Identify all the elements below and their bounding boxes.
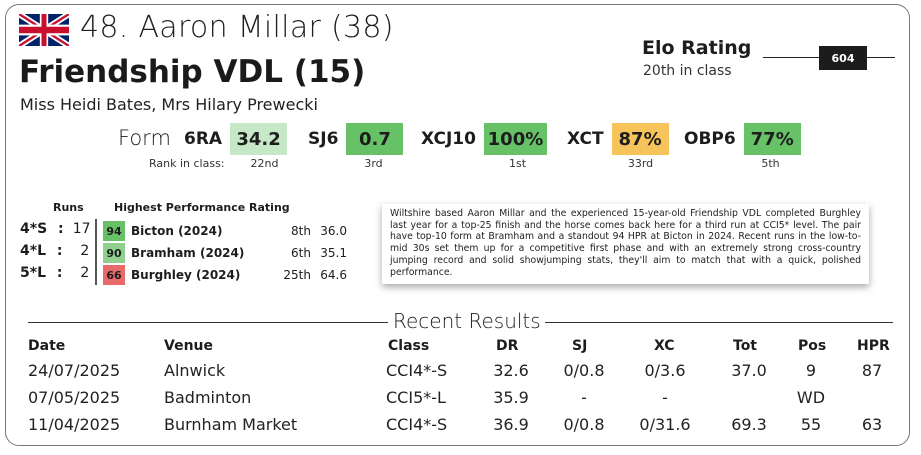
form-label: Form <box>118 126 171 150</box>
result-total: 69.3 <box>731 415 767 434</box>
result-venue: Burnham Market <box>164 415 298 434</box>
recent-results-rule-left <box>28 322 388 323</box>
hpr-position: 25th <box>283 268 311 282</box>
result-sj: 0/0.8 <box>563 361 605 380</box>
form-value: 77% <box>743 123 801 155</box>
result-total: 37.0 <box>731 361 767 380</box>
runs-divider <box>95 219 97 285</box>
col-header-venue: Venue <box>164 338 213 354</box>
hpr-event: Bicton (2024) <box>131 224 223 238</box>
runs-count: 2 <box>80 243 90 259</box>
runs-row: 4*S : 17 <box>20 221 91 237</box>
form-item-xct: XCT 87% <box>567 123 669 155</box>
rank-in-class-label: Rank in class: <box>149 157 225 170</box>
runs-sep: : <box>56 243 63 259</box>
result-venue: Badminton <box>164 388 252 407</box>
hpr-event: Burghley (2024) <box>131 268 241 282</box>
form-value: 100% <box>483 123 547 155</box>
result-class: CCI5*-L <box>386 388 446 407</box>
col-header-pos: Pos <box>798 338 827 354</box>
runs-sep: : <box>56 265 63 281</box>
result-position: WD <box>796 388 826 407</box>
runs-header: Runs <box>53 201 84 214</box>
result-xc: 0/3.6 <box>644 361 686 380</box>
col-header-sj: SJ <box>572 338 588 354</box>
col-header-tot: Tot <box>733 338 758 354</box>
form-rank: 22nd <box>250 157 279 170</box>
hpr-row: 66 Burghley (2024) 25th 64.6 <box>103 265 347 285</box>
recent-results-title: Recent Results <box>389 309 545 333</box>
runs-level: 5*L <box>20 265 46 281</box>
uk-flag-icon <box>19 14 69 46</box>
horse-summary-blurb: Wiltshire based Aaron Millar and the exp… <box>382 204 869 284</box>
result-hpr: 63 <box>861 415 883 434</box>
col-header-class: Class <box>388 338 430 354</box>
result-dr: 36.9 <box>493 415 529 434</box>
result-venue: Alnwick <box>164 361 226 380</box>
result-date: 24/07/2025 <box>28 361 121 380</box>
hpr-row: 90 Bramham (2024) 6th 35.1 <box>103 243 347 263</box>
form-rank: 1st <box>508 157 527 170</box>
hpr-position: 6th <box>291 246 311 260</box>
form-value: 87% <box>611 123 669 155</box>
elo-class-rank: 20th in class <box>643 63 732 79</box>
result-position: 55 <box>800 415 822 434</box>
runs-level: 4*S <box>20 221 48 237</box>
form-code: XCT <box>567 129 604 149</box>
runs-row: 4*L : 2 <box>20 243 89 259</box>
result-dr: 32.6 <box>493 361 529 380</box>
col-header-xc: XC <box>654 338 675 354</box>
hpr-score: 66 <box>103 265 125 285</box>
result-hpr: 87 <box>861 361 883 380</box>
form-rank: 3rd <box>364 157 383 170</box>
elo-title: Elo Rating <box>642 37 752 59</box>
result-class: CCI4*-S <box>386 361 448 380</box>
col-header-date: Date <box>28 338 66 354</box>
runs-count: 2 <box>80 265 90 281</box>
result-date: 11/04/2025 <box>28 415 121 434</box>
col-header-dr: DR <box>496 338 519 354</box>
elo-value-badge: 604 <box>819 46 867 70</box>
col-header-hpr: HPR <box>857 338 890 354</box>
form-value: 34.2 <box>230 123 288 155</box>
result-xc: - <box>662 388 668 407</box>
hpr-total: 35.1 <box>320 246 347 260</box>
result-sj: 0/0.8 <box>563 415 605 434</box>
hpr-event: Bramham (2024) <box>131 246 245 260</box>
owners: Miss Heidi Bates, Mrs Hilary Prewecki <box>20 95 318 114</box>
horse-name: Friendship VDL (15) <box>19 54 366 90</box>
recent-results-rule-right <box>538 322 893 323</box>
rider-name: 48. Aaron Millar (38) <box>80 10 394 45</box>
form-item-xcj10: XCJ10 100% <box>421 123 547 155</box>
form-item-sj6: SJ6 0.7 <box>308 123 404 155</box>
form-code: OBP6 <box>684 129 736 149</box>
runs-row: 5*L : 2 <box>20 265 89 281</box>
hpr-position: 8th <box>291 224 311 238</box>
hpr-header: Highest Performance Rating <box>114 201 290 214</box>
form-item-obp6: OBP6 77% <box>684 123 801 155</box>
form-rank: 33rd <box>627 157 654 170</box>
hpr-row: 94 Bicton (2024) 8th 36.0 <box>103 221 347 241</box>
result-xc: 0/31.6 <box>639 415 691 434</box>
result-dr: 35.9 <box>493 388 529 407</box>
hpr-total: 36.0 <box>320 224 347 238</box>
result-sj: - <box>581 388 587 407</box>
result-class: CCI4*-S <box>386 415 448 434</box>
form-code: SJ6 <box>308 129 339 149</box>
hpr-total: 64.6 <box>320 268 347 282</box>
hpr-score: 94 <box>103 221 125 241</box>
runs-sep: : <box>58 221 64 237</box>
form-value: 0.7 <box>346 123 404 155</box>
runs-count: 17 <box>72 221 91 237</box>
form-code: 6RA <box>184 129 223 149</box>
hpr-score: 90 <box>103 243 125 263</box>
runs-level: 4*L <box>20 243 46 259</box>
form-rank: 5th <box>761 157 780 170</box>
form-item-6ra: 6RA 34.2 <box>184 123 288 155</box>
result-date: 07/05/2025 <box>28 388 121 407</box>
rider-card: 48. Aaron Millar (38) Friendship VDL (15… <box>5 4 910 446</box>
result-position: 9 <box>805 361 817 380</box>
form-code: XCJ10 <box>421 129 476 149</box>
